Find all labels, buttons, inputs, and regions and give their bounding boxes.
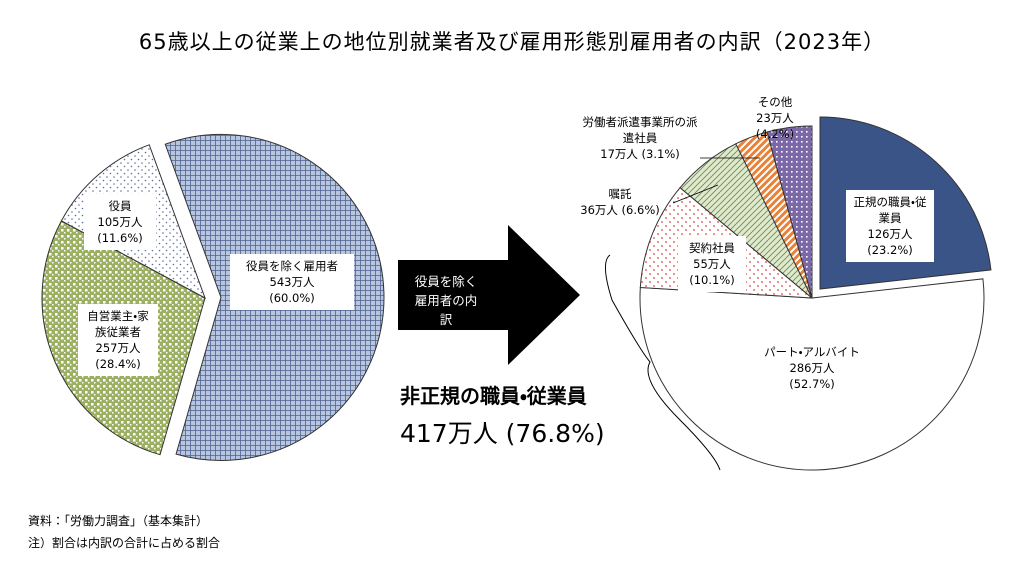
note: 資料：「労働力調査」（基本集計） <box>28 514 209 528</box>
note: 注）割合は内訳の合計に占める割合 <box>28 536 221 550</box>
value-label: (4.2%) <box>755 127 795 141</box>
slice-label: 役員 105万人 (11.6%) <box>84 194 156 250</box>
count-label: 126万人 <box>867 227 913 241</box>
value-label: (28.4%) <box>95 357 141 371</box>
count-label: 36万人 <box>580 203 618 217</box>
category-label: 役員を除く雇用者 <box>246 259 338 273</box>
value-label: (3.1%) <box>641 147 680 161</box>
category-label: パート・アルバイト <box>764 345 860 359</box>
slice-label: 正規の職員・従業員 126万人 (23.2%) <box>846 190 934 262</box>
annotation-title: 非正規の職員・従業員 <box>400 384 587 408</box>
brace <box>605 254 721 471</box>
slice-label: 契約社員 55万人 (10.1%) <box>678 236 746 292</box>
category-label: 嘱託 <box>608 187 632 201</box>
pie-slice <box>766 125 813 299</box>
value-label: (6.6%) <box>621 203 660 217</box>
value-label: (60.0%) <box>269 291 315 305</box>
slice-label: 嘱託 36万人 (6.6%) <box>565 186 675 218</box>
value-label: (11.6%) <box>97 231 143 245</box>
annotation-text: 417万人 (76.8%) <box>400 419 605 448</box>
arrow <box>398 225 580 365</box>
slice-label: 役員を除く雇用者 543万人 (60.0%) <box>230 254 354 310</box>
page-title: 65歳以上の従業上の地位別就業者及び雇用形態別雇用者の内訳（2023年） <box>138 30 886 54</box>
category-label: 契約社員 <box>689 241 735 255</box>
category-label: 労働者派遣事業所の派遣社員 <box>582 115 698 145</box>
category-label: 自営業主・家族従業者 <box>87 309 149 339</box>
leader-lines <box>672 157 760 204</box>
slice-label: パート・アルバイト 286万人 (52.7%) <box>752 344 872 392</box>
category-label: 役員 <box>108 199 132 213</box>
count-label: 257万人 <box>95 341 141 355</box>
count-label: 55万人 <box>693 257 731 271</box>
value-label: (52.7%) <box>789 377 835 391</box>
value-label: (23.2%) <box>867 243 913 257</box>
arrow-label: 役員を除く雇用者の内訳 <box>414 274 478 327</box>
count-label: 286万人 <box>789 361 835 375</box>
slice-label: その他 23万人 (4.2%) <box>720 94 830 142</box>
category-label: 正規の職員・従業員 <box>853 195 927 225</box>
count-label: 23万人 <box>756 111 794 125</box>
slice-label: 自営業主・家族従業者 257万人 (28.4%) <box>78 304 158 376</box>
count-label: 17万人 <box>600 147 638 161</box>
count-label: 105万人 <box>97 215 143 229</box>
count-label: 543万人 <box>269 275 315 289</box>
pie-slice <box>639 278 985 471</box>
value-label: (10.1%) <box>689 273 735 287</box>
slice-label: 労働者派遣事業所の派遣社員 17万人 (3.1%) <box>580 114 700 162</box>
category-label: その他 <box>757 95 793 109</box>
